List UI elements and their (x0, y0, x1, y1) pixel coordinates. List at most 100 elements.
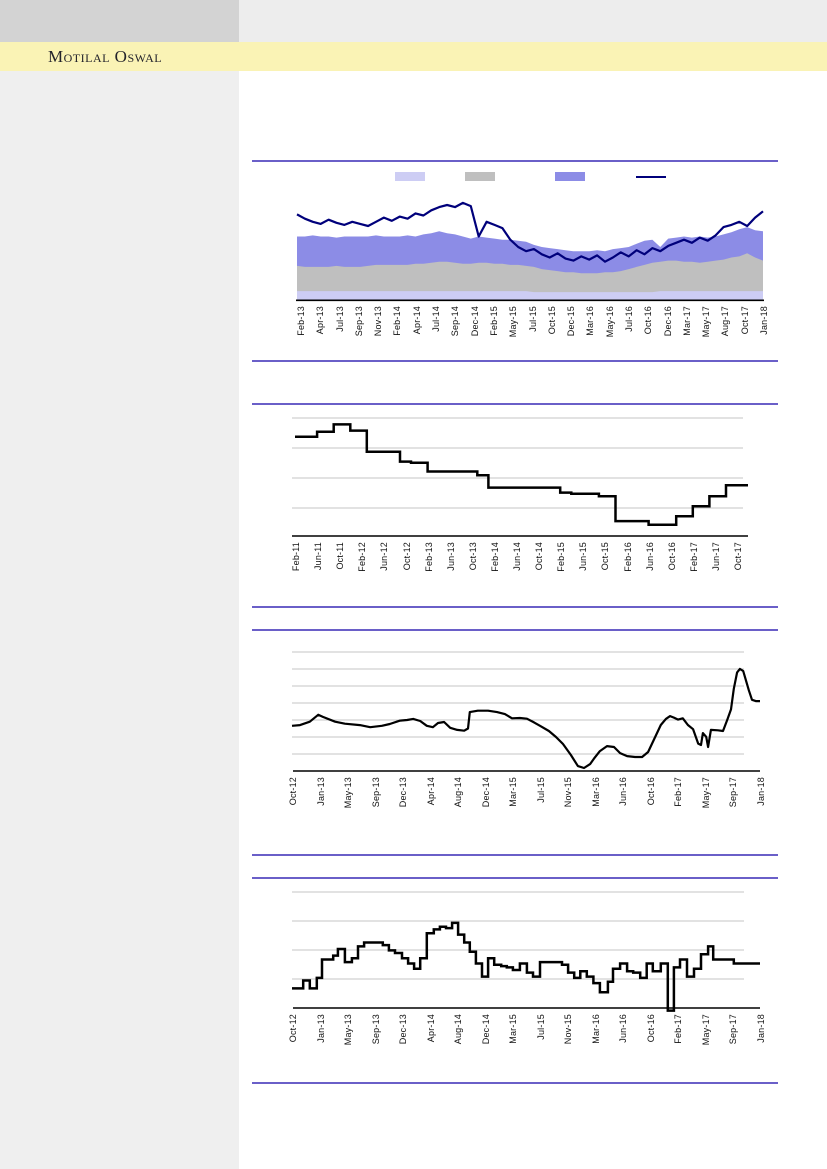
chart-4-x-tick-label: Oct-12 (288, 1014, 298, 1043)
chart-1-x-tick-label: Nov-13 (373, 306, 384, 337)
chart-1-x-tick-label: Oct-15 (546, 306, 557, 335)
chart-2-x-tick-label: Oct-11 (335, 542, 346, 570)
chart-4-x-tick-label: Jan-13 (315, 1014, 326, 1043)
chart-4-x-tick-label: Jul-15 (535, 1014, 546, 1040)
chart-2-x-tick-label: Jun-16 (644, 542, 655, 571)
chart-2-x-tick-label: Oct-12 (401, 542, 412, 571)
chart-4-x-tick-label: May-13 (343, 1014, 354, 1046)
chart-2-x-tick-label: Oct-15 (600, 542, 611, 571)
header-light-block (239, 0, 827, 42)
chart-3-x-tick-label: Sep-13 (370, 777, 381, 808)
chart-3-x-tick-label: Jan-18 (756, 777, 766, 806)
chart-1-x-tick-label: Sep-14 (450, 306, 461, 337)
chart-2-x-tick-label: Feb-17 (688, 542, 699, 572)
chart-3-x-tick-label: Oct-16 (645, 777, 656, 806)
section-rule (252, 403, 778, 405)
chart-1-x-tick-label: Apr-14 (411, 306, 422, 335)
chart-4-x-tick-label: Jan-18 (756, 1014, 766, 1043)
chart-2-x-tick-label: Jun-13 (445, 542, 456, 571)
chart-1-x-tick-label: Jul-15 (527, 306, 538, 332)
chart-2-x-tick-label: Feb-11 (291, 542, 301, 572)
chart-1-x-tick-label: Jul-14 (431, 306, 442, 332)
chart-1-x-tick-label: Aug-17 (720, 306, 731, 337)
chart-3-x-tick-label: Feb-17 (673, 777, 684, 807)
chart-1-x-tick-label: Oct-16 (643, 306, 654, 335)
section-rule (252, 877, 778, 879)
chart-1-x-tick-label: May-17 (701, 306, 712, 338)
chart-3-x-tick-label: Sep-17 (728, 777, 739, 808)
chart-3-x-tick-label: Jan-13 (315, 777, 326, 806)
chart-2-x-tick-label: Feb-16 (622, 542, 633, 572)
chart-1-x-tick-label: Jul-16 (623, 306, 634, 332)
chart-1-x-tick-label: May-16 (604, 306, 615, 338)
section-rule (252, 629, 778, 631)
section-rule (252, 360, 778, 362)
chart-1-x-tick-label: Mar-17 (681, 306, 692, 336)
chart-1-x-tick-label: Jan-18 (759, 306, 769, 335)
chart-2-x-tick-label: Oct-17 (733, 542, 743, 571)
chart-4-x-tick-label: Mar-16 (590, 1014, 601, 1044)
chart-4-x-tick-label: Oct-16 (645, 1014, 656, 1043)
header-gray-block (0, 0, 239, 42)
chart-4-x-tick-label: Sep-13 (370, 1014, 381, 1045)
chart-1-x-tick-label: Feb-14 (392, 306, 403, 336)
chart-3-x-tick-label: Aug-14 (453, 777, 464, 808)
chart-1-x-tick-label: Jul-13 (334, 306, 345, 332)
brand-wordmark: Motilal Oswal (48, 47, 163, 66)
chart-1-x-tick-label: May-15 (508, 306, 519, 338)
chart-4-x-tick-label: Aug-14 (453, 1014, 464, 1045)
chart-2-x-tick-label: Jun-15 (578, 542, 589, 571)
chart-4-x-tick-label: Dec-14 (480, 1014, 491, 1045)
chart-1-x-tick-label: Dec-14 (469, 306, 480, 337)
chart-1-x-tick-label: Dec-15 (566, 306, 577, 337)
chart-2-x-tick-label: Feb-13 (423, 542, 434, 572)
chart-1-band-lavender (297, 291, 763, 300)
chart-4-step-line (292, 921, 760, 1012)
chart-3-line (291, 667, 760, 770)
chart-1-x-tick-label: Feb-15 (488, 306, 499, 336)
chart-2-x-tick-label: Jun-14 (512, 542, 522, 571)
chart-1-x-tick-label: Apr-13 (315, 306, 326, 335)
chart-3-x-tick-label: May-13 (343, 777, 354, 809)
legend-swatch-lavender (395, 172, 425, 181)
chart-3-x-tick-label: Jun-16 (618, 777, 629, 806)
chart-2-x-tick-label: Oct-16 (666, 542, 677, 571)
chart-3-x-tick-label: Nov-15 (563, 777, 574, 808)
section-rule (252, 606, 778, 608)
chart-3-x-tick-label: Apr-14 (425, 777, 436, 806)
legend-swatch-gray (465, 172, 495, 181)
chart-4-x-tick-label: Nov-15 (563, 1014, 574, 1045)
chart-2-x-tick-label: Feb-15 (556, 542, 567, 572)
chart-1-x-tick-label: Oct-17 (739, 306, 750, 335)
chart-1-x-tick-label: Feb-13 (296, 306, 306, 336)
brand-band: Motilal Oswal (0, 42, 827, 71)
chart-2-step-line (295, 423, 748, 527)
chart-4-x-tick-label: Mar-15 (508, 1014, 519, 1044)
chart-4-x-tick-label: May-17 (700, 1014, 711, 1046)
section-rule (252, 1082, 778, 1084)
chart-4-x-tick-label: Jun-16 (618, 1014, 629, 1043)
chart-3-x-tick-label: Dec-14 (480, 777, 491, 808)
chart-4-x-tick-label: Feb-17 (673, 1014, 684, 1044)
chart-1-band-gray (297, 253, 763, 300)
chart-3-x-tick-label: Mar-15 (508, 777, 519, 807)
legend-swatch-navy-line (636, 175, 666, 179)
chart-1-x-tick-label: Dec-16 (662, 306, 673, 337)
chart-1-x-tick-label: Mar-16 (585, 306, 596, 336)
chart-1-line-navy (296, 201, 764, 263)
chart-3-x-tick-label: Oct-12 (288, 777, 298, 806)
section-rule (252, 160, 778, 162)
chart-3-x-tick-label: May-17 (700, 777, 711, 809)
chart-1-x-tick-label: Sep-13 (353, 306, 364, 337)
chart-3-x-tick-label: Dec-13 (398, 777, 409, 808)
chart-4-x-tick-label: Sep-17 (728, 1014, 739, 1045)
chart-2-x-tick-label: Jun-17 (710, 542, 721, 571)
chart-3-x-tick-label: Jul-15 (535, 777, 546, 803)
chart-2-x-tick-label: Jun-12 (379, 542, 390, 571)
left-sidebar (0, 71, 239, 1169)
chart-3-x-tick-label: Mar-16 (590, 777, 601, 807)
chart-2-x-tick-label: Oct-13 (467, 542, 478, 571)
